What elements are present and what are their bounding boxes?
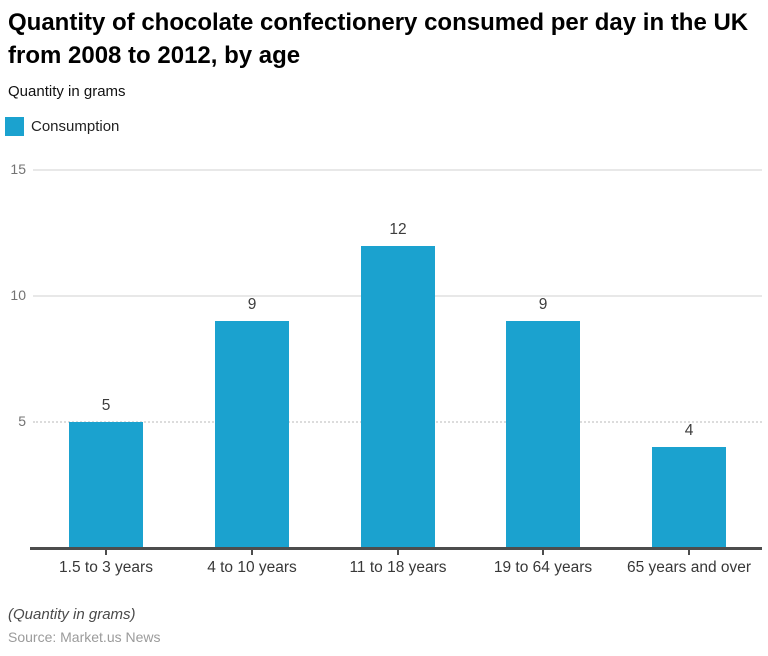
x-axis-line: [30, 547, 762, 550]
bar-19-to-64-years: [506, 321, 580, 548]
x-axis-category-label: 4 to 10 years: [207, 559, 297, 576]
x-axis-category-label: 65 years and over: [626, 559, 752, 576]
x-axis-tick: [688, 550, 690, 555]
bar-65-years-and-over: [652, 447, 726, 548]
legend-swatch-icon: [5, 117, 24, 136]
plot-area: 5 10 15 5 9 12 9 4 1.5 to 3 years 4 to 10 years 11…: [10, 161, 762, 576]
legend-label: Consumption: [31, 118, 120, 135]
bar-value-label: 12: [389, 221, 407, 238]
bar-4-to-10-years: [215, 321, 289, 548]
x-axis-category-label: 1.5 to 3 years: [59, 559, 153, 576]
bar-11-to-18-years: [361, 246, 435, 548]
bar-value-label: 4: [684, 422, 694, 439]
gridline-15: [33, 169, 762, 171]
bar-1.5-to-3-years: [69, 422, 143, 548]
x-axis-tick: [251, 550, 253, 555]
x-axis-tick: [105, 550, 107, 555]
y-axis-tick-label: 10: [10, 287, 26, 303]
bar-value-label: 5: [101, 397, 111, 414]
x-axis-tick: [542, 550, 544, 555]
bar-value-label: 9: [538, 296, 548, 313]
y-axis-tick-label: 15: [10, 161, 26, 177]
footnote: (Quantity in grams): [8, 606, 136, 623]
chart-subtitle: Quantity in grams: [8, 83, 126, 100]
y-axis-tick-label: 5: [18, 413, 26, 429]
legend: Consumption: [5, 117, 119, 136]
bar-value-label: 9: [247, 296, 257, 313]
source-credit: Source: Market.us News: [8, 629, 161, 645]
x-axis-category-label: 11 to 18 years: [349, 559, 447, 576]
chart-title: Quantity of chocolate confectionery cons…: [8, 9, 749, 69]
x-axis-category-label: 19 to 64 years: [493, 559, 593, 576]
x-axis-tick: [397, 550, 399, 555]
